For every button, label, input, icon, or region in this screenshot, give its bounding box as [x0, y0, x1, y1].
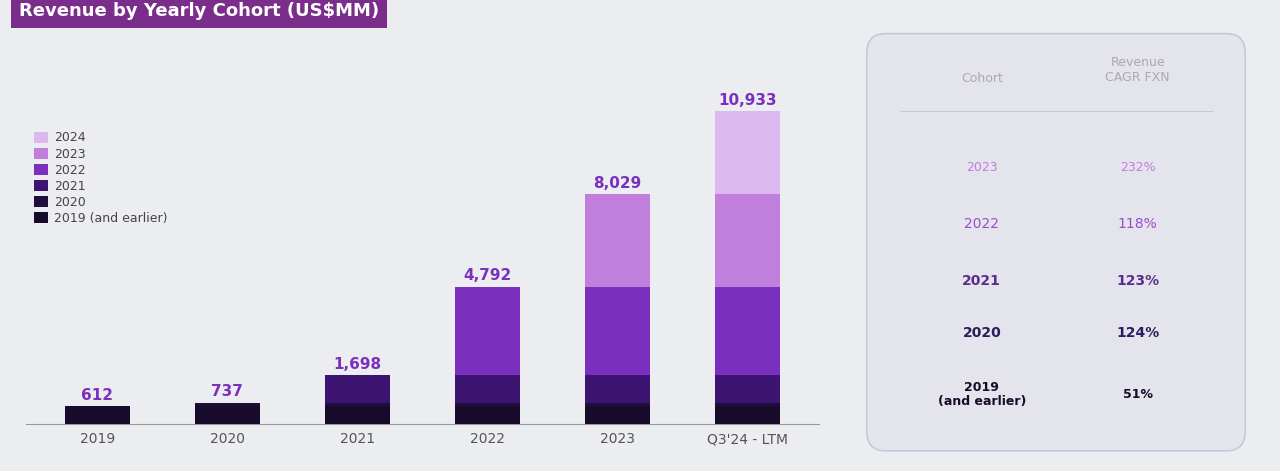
Text: 2022: 2022	[964, 217, 1000, 231]
Bar	[195, 406, 260, 424]
Text: 2021: 2021	[963, 274, 1001, 288]
Bar	[716, 406, 781, 424]
Text: 2020: 2020	[963, 326, 1001, 341]
Text: 612: 612	[81, 388, 113, 403]
Bar	[454, 287, 520, 375]
Bar	[585, 406, 650, 424]
Text: 10,933: 10,933	[718, 93, 777, 108]
Text: 2023: 2023	[966, 161, 997, 174]
Text: 123%: 123%	[1116, 274, 1160, 288]
Text: 118%: 118%	[1117, 217, 1157, 231]
Text: Revenue
CAGR FXN: Revenue CAGR FXN	[1106, 56, 1170, 84]
Text: 2019
(and earlier): 2019 (and earlier)	[937, 381, 1027, 407]
Bar	[454, 375, 520, 403]
Bar	[454, 406, 520, 424]
Bar	[585, 375, 650, 403]
Text: 124%: 124%	[1116, 326, 1160, 341]
Legend: 2024, 2023, 2022, 2021, 2020, 2019 (and earlier): 2024, 2023, 2022, 2021, 2020, 2019 (and …	[32, 129, 170, 227]
Text: 4,792: 4,792	[463, 268, 512, 284]
Text: Cohort: Cohort	[961, 72, 1002, 85]
Bar	[454, 403, 520, 406]
Text: 51%: 51%	[1123, 388, 1153, 401]
Text: 8,029: 8,029	[594, 176, 641, 191]
Bar	[716, 403, 781, 406]
FancyBboxPatch shape	[867, 33, 1245, 451]
Bar	[325, 403, 390, 406]
Text: Revenue by Yearly Cohort (US$MM): Revenue by Yearly Cohort (US$MM)	[19, 2, 379, 20]
Text: 1,698: 1,698	[333, 357, 381, 372]
Bar	[585, 403, 650, 406]
Bar	[716, 194, 781, 287]
Bar	[64, 406, 129, 424]
Bar	[716, 375, 781, 403]
Bar	[325, 406, 390, 424]
Bar	[716, 111, 781, 194]
Text: 232%: 232%	[1120, 161, 1156, 174]
Bar	[585, 194, 650, 287]
Text: 737: 737	[211, 384, 243, 399]
Bar	[325, 375, 390, 403]
Bar	[585, 287, 650, 375]
Bar	[716, 287, 781, 375]
Bar	[195, 403, 260, 406]
